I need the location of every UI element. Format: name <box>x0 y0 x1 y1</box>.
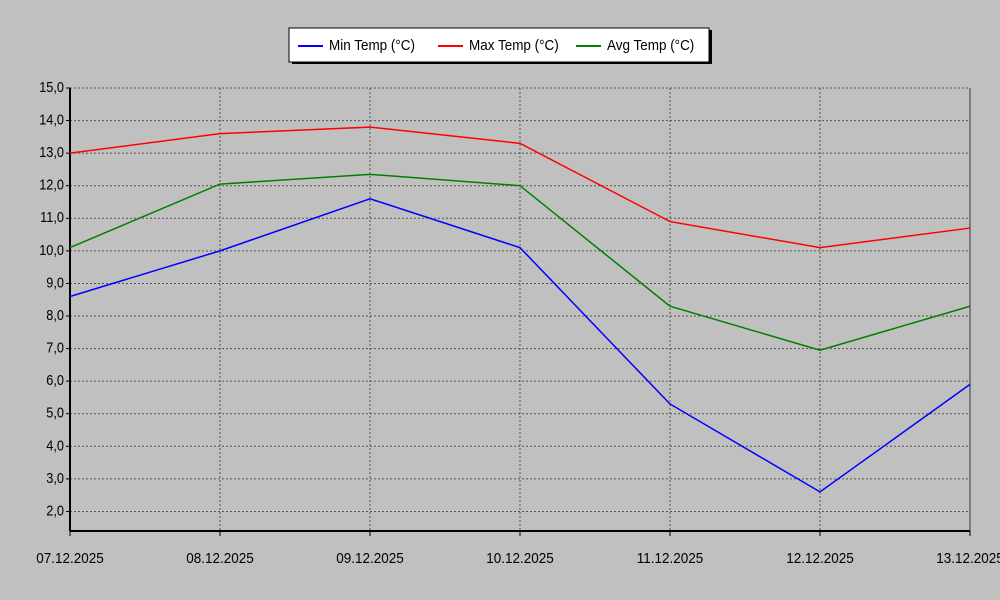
y-tick-label: 6,0 <box>46 371 64 388</box>
data-line <box>69 197 971 493</box>
y-tick-label: 8,0 <box>46 306 64 323</box>
y-tick-label: 3,0 <box>46 469 64 486</box>
y-tick-label: 11,0 <box>40 208 64 225</box>
x-tick-label: 13.12.2025 <box>936 550 1000 567</box>
x-tick-label: 08.12.2025 <box>186 550 254 567</box>
y-tick-label: 4,0 <box>46 436 64 453</box>
y-tick-label: 5,0 <box>46 404 64 421</box>
y-tick-label: 15,0 <box>39 78 64 95</box>
data-line <box>69 173 971 351</box>
y-tick-label: 9,0 <box>46 273 64 290</box>
legend-label: Min Temp (°C) <box>329 37 415 54</box>
x-tick-label: 07.12.2025 <box>36 550 104 567</box>
legend: Min Temp (°C) Max Temp (°C) Avg Temp (°C) <box>288 27 712 64</box>
y-tick-label: 7,0 <box>46 339 64 356</box>
x-tick-label: 09.12.2025 <box>336 550 404 567</box>
legend-label: Avg Temp (°C) <box>607 37 694 54</box>
legend-label: Max Temp (°C) <box>469 37 559 54</box>
x-tick-label: 10.12.2025 <box>486 550 554 567</box>
y-tick-label: 13,0 <box>39 143 64 160</box>
y-tick-label: 10,0 <box>39 241 64 258</box>
y-tick-label: 2,0 <box>46 501 64 518</box>
x-tick-label: 11.12.2025 <box>637 550 704 567</box>
y-tick-label: 12,0 <box>39 176 64 193</box>
legend-box <box>288 27 710 63</box>
x-tick-label: 12.12.2025 <box>786 550 854 567</box>
y-tick-label: 14,0 <box>39 111 64 128</box>
data-line <box>69 126 971 249</box>
